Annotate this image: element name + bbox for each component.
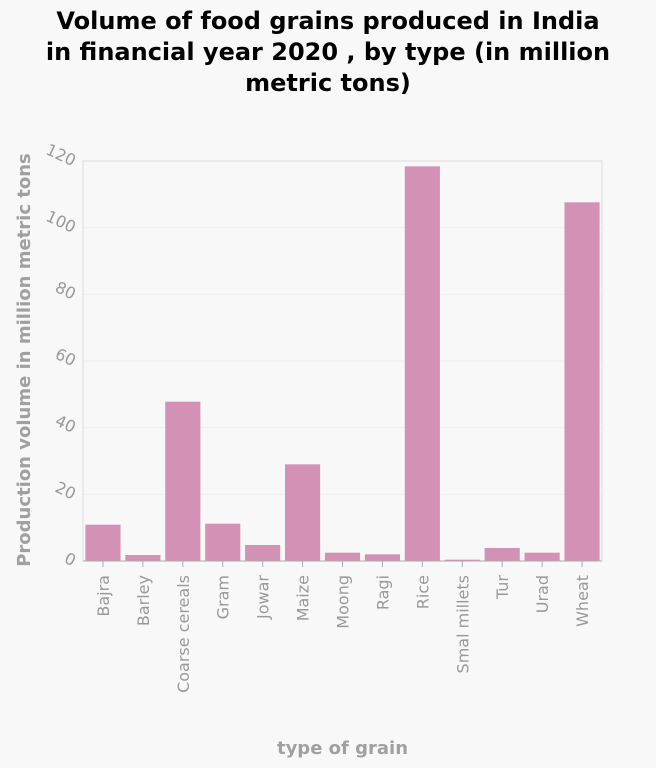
y-axis-ticks: 0 20 40 60 80 100 120 bbox=[43, 140, 79, 570]
x-tick-label: Smal millets bbox=[453, 575, 472, 673]
x-tick-label: Wheat bbox=[573, 575, 592, 627]
x-tick-label: Maize bbox=[294, 575, 313, 621]
chart-title: Volume of food grains produced in India … bbox=[0, 6, 656, 99]
bar-barley bbox=[125, 555, 161, 561]
bar-bajra bbox=[85, 524, 121, 561]
y-axis-title: Production volume in million metric tons bbox=[14, 153, 35, 567]
x-tick-label: Moong bbox=[334, 575, 353, 629]
chart-title-line-3: metric tons) bbox=[245, 69, 411, 97]
x-tick-label: Rice bbox=[413, 575, 432, 609]
bar-gram bbox=[205, 523, 241, 561]
bar-tur bbox=[484, 548, 520, 561]
x-tick-label: Ragi bbox=[373, 575, 392, 610]
bar-wheat bbox=[564, 202, 600, 562]
x-tick-label: Bajra bbox=[94, 575, 113, 617]
bar-smal-millets bbox=[444, 559, 480, 561]
y-tick-label: 60 bbox=[52, 344, 78, 370]
x-tick-label: Coarse cereals bbox=[174, 575, 193, 693]
chart-title-line-1: Volume of food grains produced in India bbox=[56, 7, 600, 35]
chart-title-line-2: in financial year 2020 , by type (in mil… bbox=[45, 38, 611, 66]
y-tick-label: 0 bbox=[62, 549, 79, 571]
x-tick-label: Barley bbox=[134, 575, 153, 626]
bar-ragi bbox=[364, 554, 400, 561]
bars bbox=[85, 166, 600, 562]
bar-urad bbox=[524, 552, 560, 561]
y-tick-label: 120 bbox=[43, 140, 79, 170]
y-tick-label: 20 bbox=[52, 478, 78, 504]
y-tick-label: 80 bbox=[52, 278, 78, 304]
y-tick-label: 40 bbox=[52, 411, 78, 437]
x-axis: Bajra Barley Coarse cereals Gram Jowar Maize M… bbox=[83, 560, 602, 693]
gridlines bbox=[83, 160, 602, 562]
bar-jowar bbox=[245, 545, 281, 561]
bar-coarse-cereals bbox=[165, 401, 201, 561]
x-tick-label: Urad bbox=[533, 575, 552, 613]
x-axis-title: type of grain bbox=[277, 738, 408, 759]
x-tick-label: Tur bbox=[493, 575, 512, 600]
bar-maize bbox=[285, 464, 321, 561]
x-tick-label: Gram bbox=[214, 575, 233, 619]
y-tick-label: 100 bbox=[43, 207, 79, 237]
bar-moong bbox=[324, 552, 361, 561]
bar-rice bbox=[404, 166, 440, 562]
x-tick-label: Jowar bbox=[254, 575, 273, 620]
